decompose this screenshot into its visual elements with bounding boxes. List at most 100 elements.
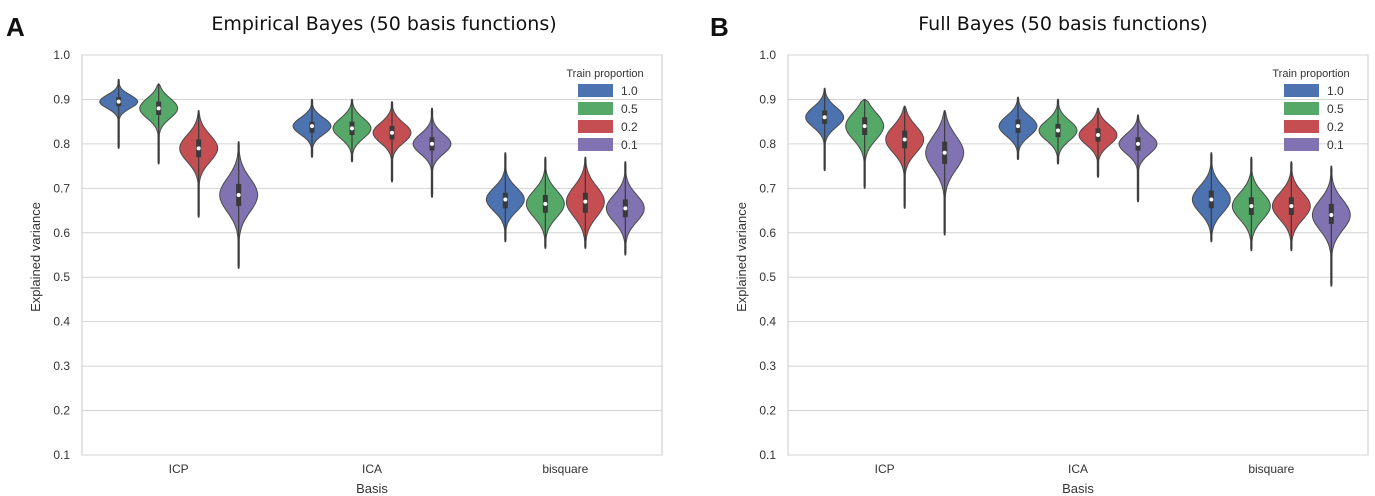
panel-b-letter: B bbox=[710, 12, 729, 42]
y-tick-label: 0.2 bbox=[759, 404, 776, 418]
violin-ICP-0.2 bbox=[885, 105, 925, 209]
violin-ICP-0.1 bbox=[219, 141, 259, 269]
y-tick-label: 0.6 bbox=[53, 226, 70, 240]
violin-bisquare-0.1 bbox=[1311, 165, 1351, 287]
violin-ICP-1.0 bbox=[805, 87, 845, 172]
violin-median-dot bbox=[156, 106, 161, 111]
violin-median-dot bbox=[822, 115, 827, 120]
violin-median-dot bbox=[623, 206, 628, 211]
y-tick-label: 0.1 bbox=[759, 448, 776, 462]
x-tick-label: ICP bbox=[875, 462, 895, 476]
panel-b-legend-title: Train proportion bbox=[1272, 68, 1349, 80]
violin-median-dot bbox=[942, 150, 947, 155]
x-tick-label: ICA bbox=[1068, 462, 1088, 476]
violin-ICA-1.0 bbox=[292, 98, 332, 158]
violin-bisquare-0.2 bbox=[1271, 161, 1311, 252]
panel-a-title: Empirical Bayes (50 basis functions) bbox=[211, 13, 556, 35]
y-tick-label: 0.3 bbox=[759, 359, 776, 373]
panel-b-y-ticks: 0.1 0.2 0.3 0.4 0.5 0.6 0.7 0.8 0.9 1.0 bbox=[759, 48, 776, 462]
panel-a-violins bbox=[99, 78, 645, 269]
violin-ICA-0.1 bbox=[412, 107, 452, 198]
panel-a-legend: Train proportion 1.0 0.5 0.2 0.1 bbox=[566, 68, 643, 152]
legend-label: 0.2 bbox=[1327, 120, 1344, 134]
legend-label: 0.1 bbox=[1327, 138, 1344, 152]
panel-a-grid bbox=[81, 54, 663, 456]
x-tick-label: ICP bbox=[169, 462, 189, 476]
legend-label: 0.5 bbox=[1327, 102, 1344, 116]
violin-median-dot bbox=[583, 199, 588, 204]
panel-b-y-axis-label: Explained variance bbox=[734, 202, 749, 312]
x-tick-label: bisquare bbox=[542, 462, 588, 476]
y-tick-label: 0.2 bbox=[53, 404, 70, 418]
violin-median-dot bbox=[543, 201, 548, 206]
legend-label: 0.5 bbox=[621, 102, 638, 116]
violin-ICA-0.2 bbox=[1078, 107, 1118, 178]
violin-median-dot bbox=[196, 146, 201, 151]
y-tick-label: 0.5 bbox=[759, 270, 776, 284]
violin-ICA-0.5 bbox=[332, 98, 372, 163]
violin-ICA-0.1 bbox=[1118, 114, 1158, 203]
y-tick-label: 1.0 bbox=[53, 48, 70, 62]
violin-median-dot bbox=[1249, 204, 1254, 209]
violin-median-dot bbox=[1136, 141, 1140, 146]
panel-a-y-axis-label: Explained variance bbox=[28, 202, 43, 312]
panel-a-x-axis-label: Basis bbox=[356, 481, 388, 496]
panel-a-legend-title: Train proportion bbox=[566, 68, 643, 80]
legend-swatch bbox=[1284, 102, 1319, 115]
violin-ICP-1.0 bbox=[99, 78, 139, 149]
y-tick-label: 0.1 bbox=[53, 448, 70, 462]
panel-a-x-ticks: ICP ICA bisquare bbox=[169, 462, 589, 476]
legend-label: 0.1 bbox=[621, 138, 638, 152]
violin-bisquare-0.5 bbox=[525, 156, 565, 249]
violin-median-dot bbox=[862, 124, 867, 129]
y-tick-label: 0.8 bbox=[759, 137, 776, 151]
legend-label: 1.0 bbox=[1327, 84, 1344, 98]
legend-swatch bbox=[1284, 84, 1319, 97]
y-tick-label: 0.3 bbox=[53, 359, 70, 373]
violin-ICP-0.5 bbox=[139, 83, 179, 165]
violin-ICA-0.5 bbox=[1038, 98, 1078, 165]
violin-median-dot bbox=[390, 130, 394, 135]
x-tick-label: bisquare bbox=[1248, 462, 1294, 476]
panel-b-violins bbox=[805, 87, 1351, 287]
panel-a: A Empirical Bayes (50 basis functions) B… bbox=[6, 12, 663, 496]
panel-b-grid bbox=[787, 54, 1369, 456]
violin-median-dot bbox=[1329, 213, 1334, 217]
panel-b-title: Full Bayes (50 basis functions) bbox=[918, 13, 1207, 35]
y-tick-label: 0.6 bbox=[759, 226, 776, 240]
y-tick-label: 0.4 bbox=[53, 315, 70, 329]
legend-label: 0.2 bbox=[621, 120, 638, 134]
violin-median-dot bbox=[430, 141, 434, 146]
violin-bisquare-0.1 bbox=[605, 161, 645, 256]
panel-b-x-ticks: ICP ICA bisquare bbox=[875, 462, 1295, 476]
violin-ICP-0.2 bbox=[179, 110, 219, 218]
legend-swatch bbox=[578, 138, 613, 151]
panel-a-letter: A bbox=[6, 12, 25, 42]
panel-b-x-axis-label: Basis bbox=[1062, 481, 1094, 496]
violin-median-dot bbox=[503, 197, 508, 202]
violin-median-dot bbox=[236, 193, 241, 197]
y-tick-label: 0.7 bbox=[53, 181, 70, 195]
violin-ICA-0.2 bbox=[372, 101, 412, 183]
panel-a-y-ticks: 0.1 0.2 0.3 0.4 0.5 0.6 0.7 0.8 0.9 1.0 bbox=[53, 48, 70, 462]
violin-median-dot bbox=[902, 137, 907, 142]
y-tick-label: 0.9 bbox=[759, 92, 776, 106]
violin-median-dot bbox=[1096, 133, 1100, 137]
violin-median-dot bbox=[1209, 197, 1214, 202]
panel-b-legend: Train proportion 1.0 0.5 0.2 0.1 bbox=[1272, 68, 1349, 152]
legend-swatch bbox=[1284, 138, 1319, 151]
x-tick-label: ICA bbox=[362, 462, 382, 476]
legend-swatch bbox=[578, 84, 613, 97]
violin-bisquare-0.5 bbox=[1231, 156, 1271, 252]
legend-swatch bbox=[578, 120, 613, 133]
violin-median-dot bbox=[310, 124, 314, 129]
y-tick-label: 1.0 bbox=[759, 48, 776, 62]
y-tick-label: 0.4 bbox=[759, 315, 776, 329]
violin-bisquare-1.0 bbox=[485, 152, 525, 243]
panel-b: B Full Bayes (50 basis functions) Basis … bbox=[710, 12, 1369, 496]
violin-ICP-0.1 bbox=[925, 110, 965, 236]
violin-ICP-0.5 bbox=[845, 98, 885, 189]
y-tick-label: 0.9 bbox=[53, 92, 70, 106]
y-tick-label: 0.7 bbox=[759, 181, 776, 195]
